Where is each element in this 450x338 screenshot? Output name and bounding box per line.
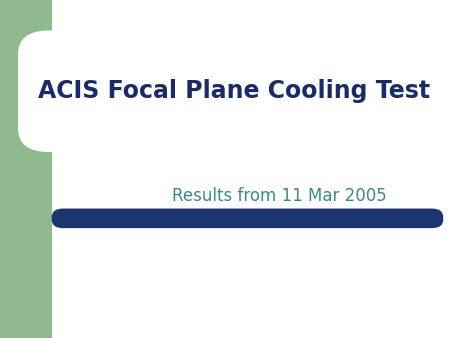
- Text: Results from 11 Mar 2005: Results from 11 Mar 2005: [171, 187, 387, 205]
- Bar: [0, 0, 52, 338]
- Text: ACIS Focal Plane Cooling Test: ACIS Focal Plane Cooling Test: [38, 79, 430, 103]
- FancyBboxPatch shape: [18, 30, 432, 152]
- FancyBboxPatch shape: [52, 209, 443, 228]
